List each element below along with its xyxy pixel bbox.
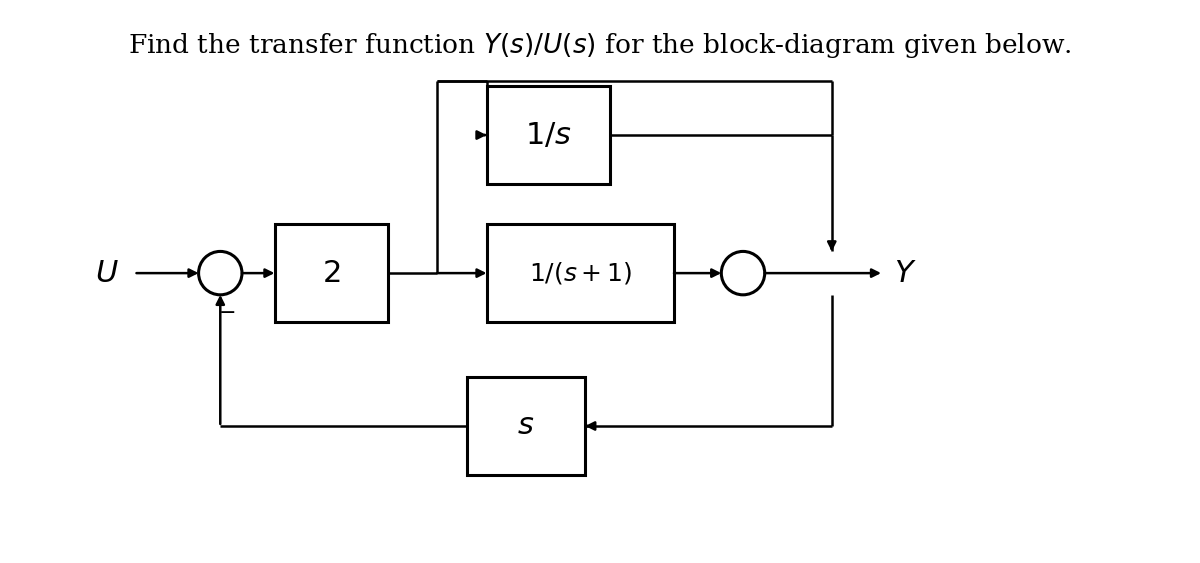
Text: $1/ (s+1)$: $1/ (s+1)$ (529, 260, 632, 286)
Bar (467, 377, 586, 475)
Bar (275, 224, 388, 323)
Text: $-$: $-$ (217, 301, 235, 320)
Bar (486, 224, 674, 323)
Text: Find the transfer function $Y(s)/U(s)$ for the block-diagram given below.: Find the transfer function $Y(s)/U(s)$ f… (128, 32, 1072, 60)
Text: $1/ s$: $1/ s$ (524, 120, 571, 150)
Bar (486, 86, 610, 184)
Text: $U$: $U$ (95, 258, 119, 288)
Text: $s$: $s$ (517, 412, 535, 440)
Text: $Y$: $Y$ (894, 258, 917, 288)
Text: $2$: $2$ (322, 258, 341, 288)
